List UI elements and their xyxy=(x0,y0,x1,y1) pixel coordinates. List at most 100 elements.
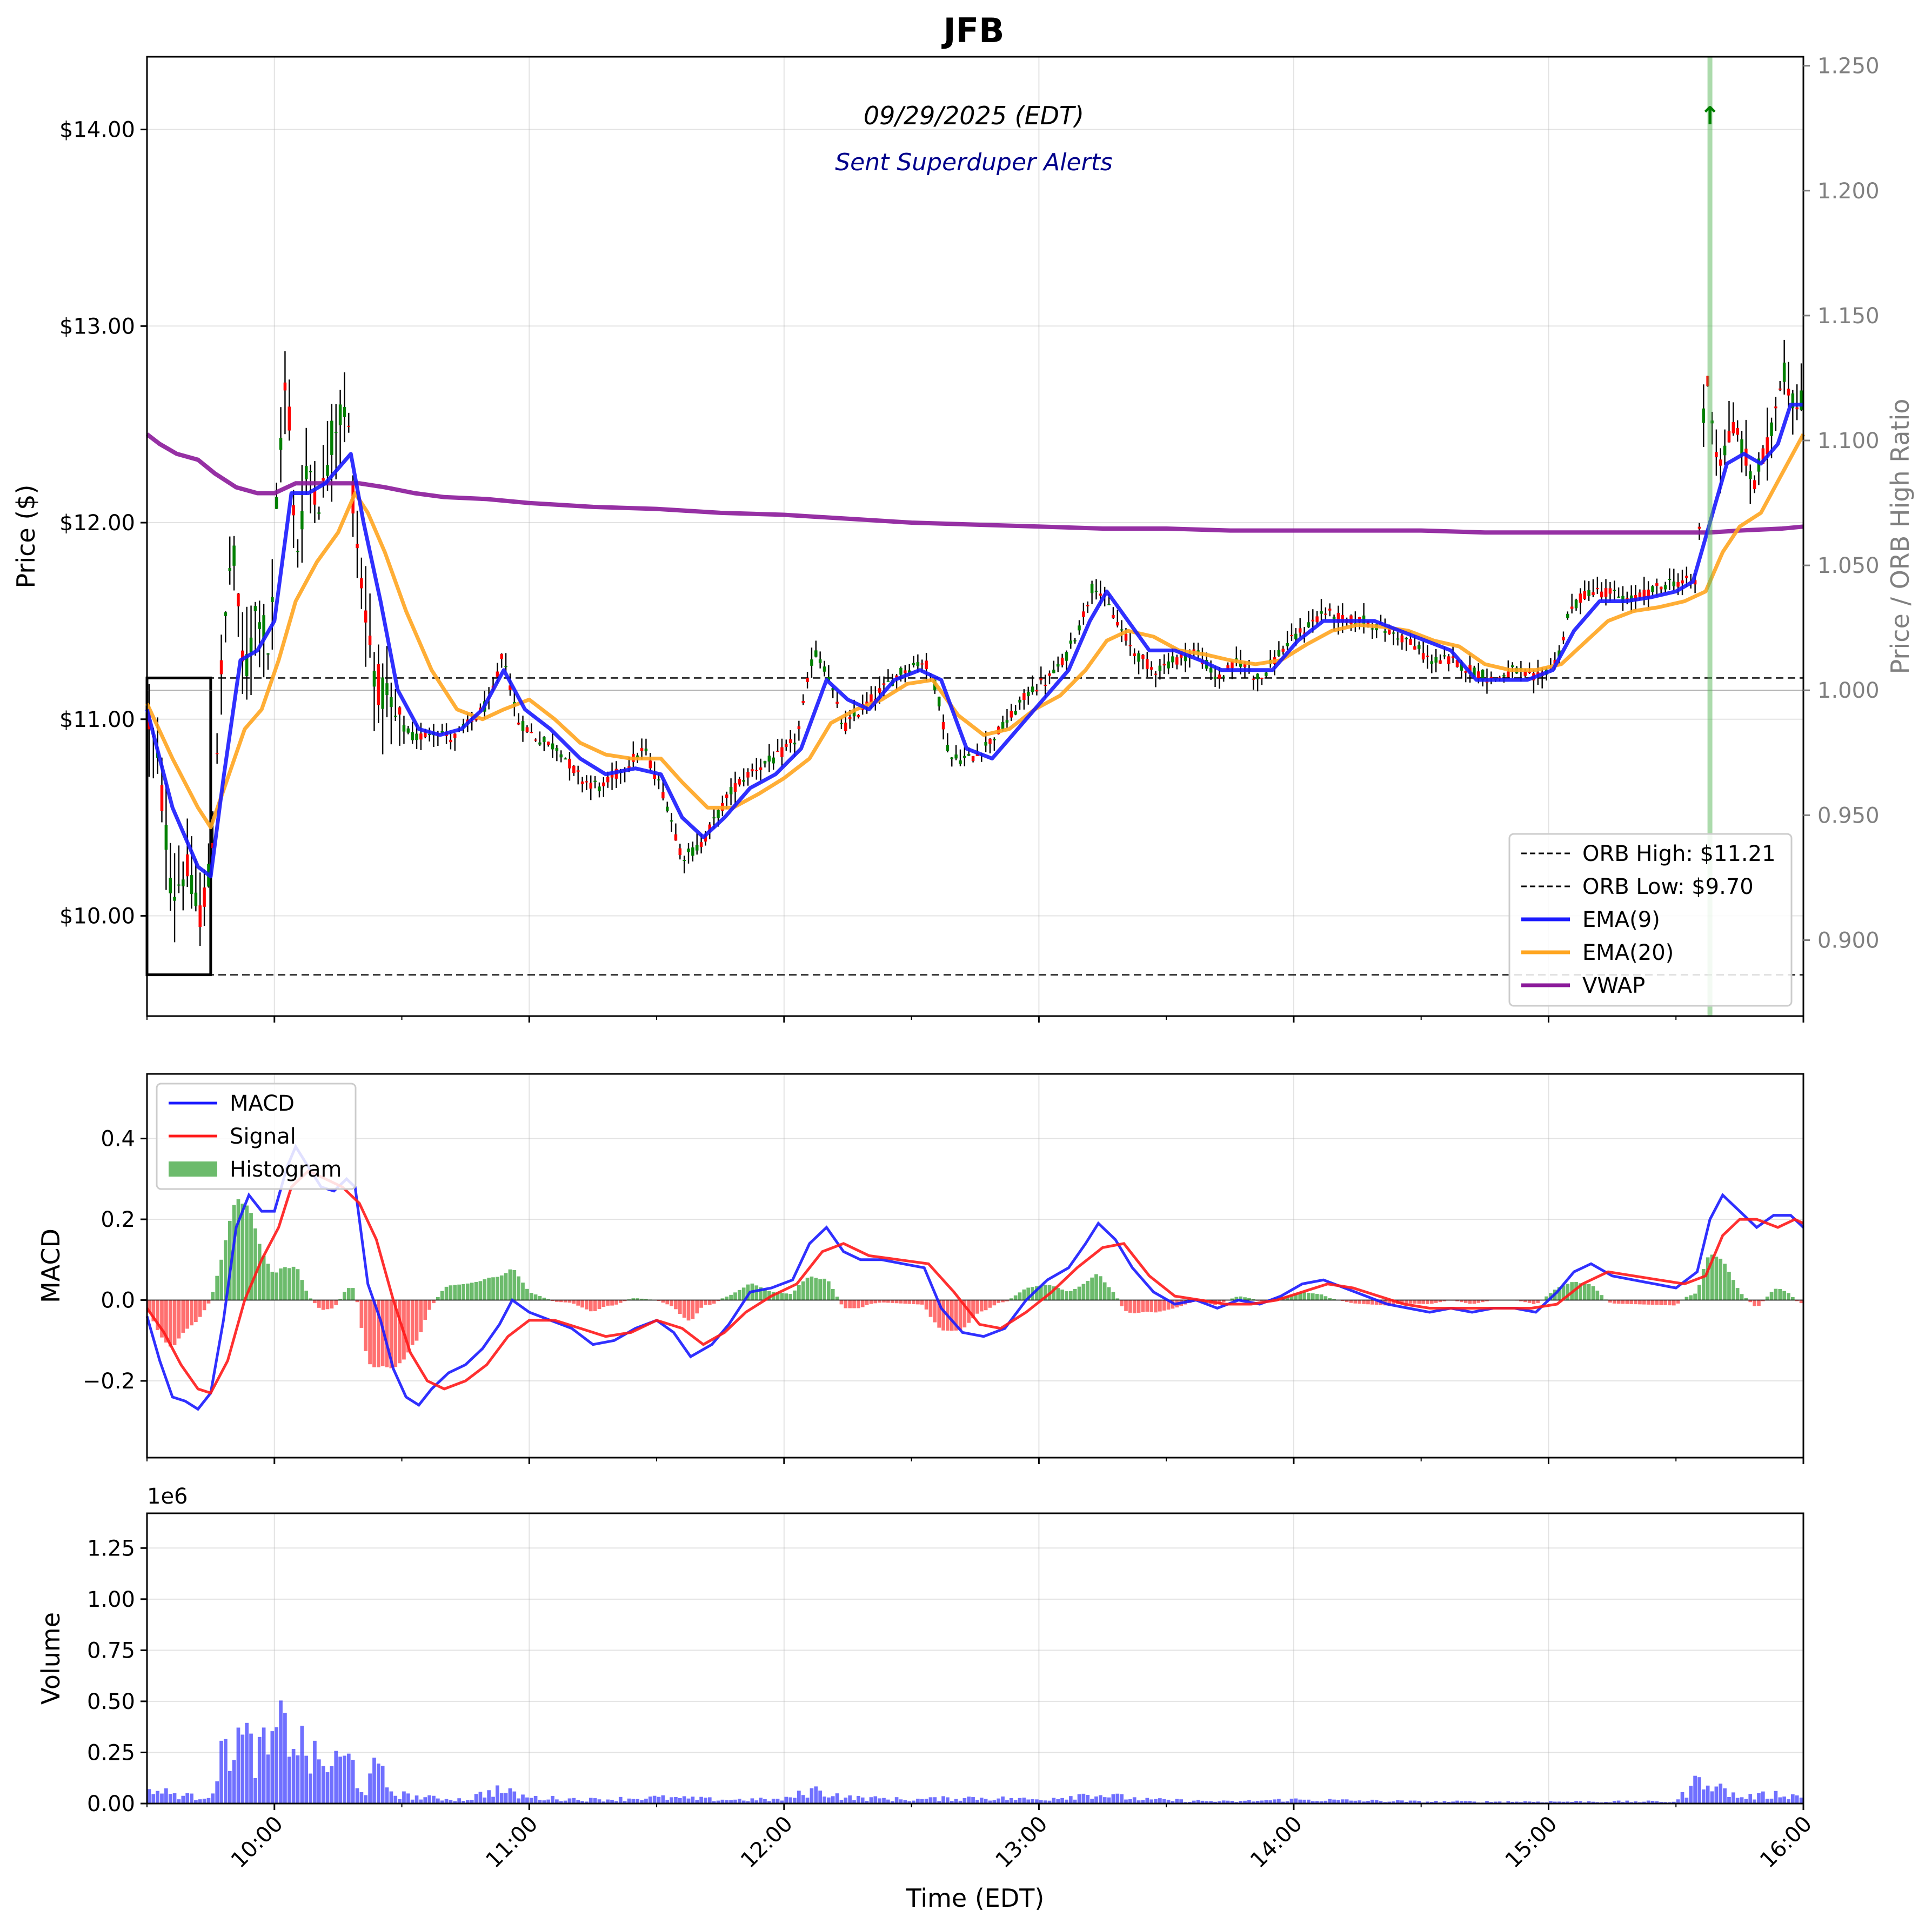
candle-body xyxy=(559,754,563,758)
histogram-bar xyxy=(211,1292,215,1300)
candle-body xyxy=(712,817,716,818)
volume-bar xyxy=(678,1798,682,1804)
histogram-bar xyxy=(334,1300,338,1305)
histogram-bar xyxy=(1621,1300,1625,1304)
histogram-bar xyxy=(500,1275,504,1300)
candle-body xyxy=(670,820,673,822)
candle-body xyxy=(959,760,962,764)
ema9-line xyxy=(147,405,1803,877)
volume-bar xyxy=(1103,1797,1107,1804)
price-tick-label: $11.00 xyxy=(59,707,135,732)
candle-body xyxy=(602,783,605,786)
candle-body xyxy=(1307,622,1311,627)
histogram-bar xyxy=(1689,1295,1693,1300)
candle-body xyxy=(449,740,452,742)
volume-bar xyxy=(1761,1792,1765,1804)
volume-bar xyxy=(882,1798,886,1804)
candle-body xyxy=(1209,667,1213,672)
histogram-bar xyxy=(253,1228,257,1300)
candle-body xyxy=(746,772,750,778)
volume-bar xyxy=(427,1795,431,1804)
volume-bar xyxy=(1800,1798,1803,1804)
volume-grid xyxy=(147,1513,1803,1804)
volume-bar xyxy=(818,1791,822,1804)
ema20-line xyxy=(147,434,1803,827)
ratio-tick-label: 0.900 xyxy=(1817,928,1880,953)
volume-bar xyxy=(164,1788,168,1804)
volume-bar xyxy=(653,1796,657,1804)
histogram-bar xyxy=(1145,1300,1149,1312)
histogram-bar xyxy=(1421,1300,1425,1304)
histogram-bar xyxy=(453,1285,457,1300)
histogram-bar xyxy=(852,1300,856,1308)
histogram-bar xyxy=(916,1300,920,1305)
volume-bar xyxy=(173,1793,177,1804)
histogram-bar xyxy=(1362,1300,1366,1304)
candle-body xyxy=(819,659,822,663)
histogram-bar xyxy=(704,1300,707,1305)
histogram-bar xyxy=(304,1291,308,1300)
volume-bar xyxy=(1133,1797,1137,1804)
candle-body xyxy=(857,715,860,717)
volume-bar xyxy=(491,1797,495,1804)
histogram-bar xyxy=(509,1270,512,1300)
candle-body xyxy=(598,786,601,791)
candle-body xyxy=(899,668,903,675)
volume-bar xyxy=(160,1794,164,1804)
histogram-bar xyxy=(1315,1294,1319,1300)
candle-body xyxy=(942,722,945,730)
histogram-bar xyxy=(780,1293,784,1300)
histogram-bar xyxy=(920,1300,924,1305)
volume-bar xyxy=(823,1797,826,1804)
candle-body xyxy=(1001,722,1005,729)
volume-bar xyxy=(1748,1794,1752,1804)
candle-body xyxy=(534,739,537,740)
candle-body xyxy=(1035,690,1039,691)
candle-body xyxy=(921,664,924,665)
histogram-bar xyxy=(368,1300,372,1365)
candle-body xyxy=(1031,686,1034,692)
histogram-bar xyxy=(1655,1300,1659,1305)
candle-body xyxy=(738,779,741,784)
candle-body xyxy=(1409,639,1412,645)
histogram-bar xyxy=(1112,1292,1115,1300)
histogram-bar xyxy=(479,1281,483,1300)
histogram-bar xyxy=(474,1282,478,1300)
candle-body xyxy=(266,653,270,655)
candle-body xyxy=(190,875,193,894)
volume-bar xyxy=(512,1792,516,1804)
candle-body xyxy=(1566,614,1569,618)
volume-bar xyxy=(1120,1794,1124,1804)
histogram-bar xyxy=(419,1300,423,1332)
histogram-bar xyxy=(270,1272,274,1300)
volume-bar xyxy=(351,1760,355,1804)
histogram-bar xyxy=(1723,1264,1727,1300)
candle-body xyxy=(768,756,771,762)
volume-bar xyxy=(963,1798,967,1804)
histogram-bar xyxy=(1324,1296,1328,1300)
histogram-bar xyxy=(1307,1293,1311,1300)
candle-body xyxy=(823,666,826,672)
histogram-bar xyxy=(1672,1300,1676,1306)
candle-body xyxy=(1167,662,1170,669)
candle-body xyxy=(776,751,779,752)
volume-bar xyxy=(827,1798,831,1804)
volume-bar xyxy=(224,1739,228,1804)
candle-body xyxy=(500,654,503,659)
histogram-bar xyxy=(1107,1287,1111,1300)
candle-body xyxy=(1434,657,1438,663)
macd-tick-label: 0.0 xyxy=(101,1288,135,1313)
histogram-bar xyxy=(784,1293,788,1300)
candle-body xyxy=(572,766,576,773)
candle-body xyxy=(780,747,784,757)
histogram-bar xyxy=(754,1285,758,1300)
time-tick-label: 16:00 xyxy=(1755,1812,1817,1873)
candle-body xyxy=(785,744,788,747)
histogram-bar xyxy=(1311,1293,1315,1300)
volume-bar xyxy=(228,1771,232,1804)
histogram-bar xyxy=(364,1300,367,1351)
candle-body xyxy=(1766,437,1769,454)
candle-body xyxy=(1294,634,1298,639)
candle-body xyxy=(330,421,333,455)
histogram-bar xyxy=(1715,1257,1719,1300)
